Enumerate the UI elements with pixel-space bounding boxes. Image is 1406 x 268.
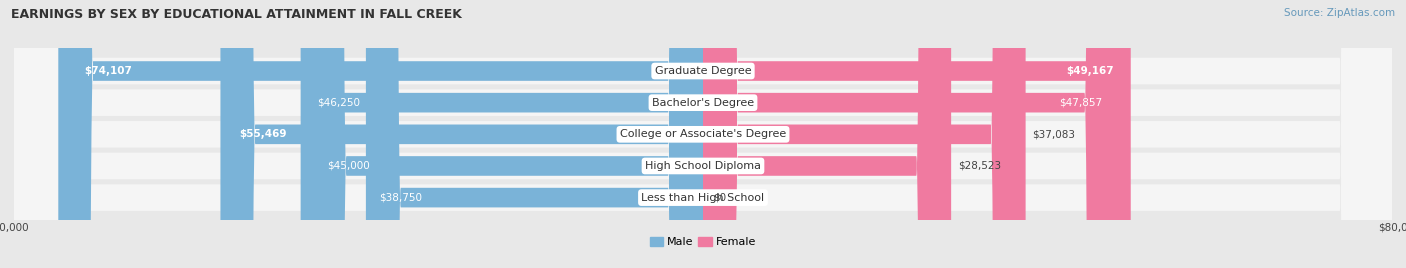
- FancyBboxPatch shape: [14, 0, 1392, 268]
- Text: Source: ZipAtlas.com: Source: ZipAtlas.com: [1284, 8, 1395, 18]
- FancyBboxPatch shape: [366, 0, 703, 268]
- Text: $55,469: $55,469: [240, 129, 287, 139]
- Legend: Male, Female: Male, Female: [645, 233, 761, 252]
- Text: Bachelor's Degree: Bachelor's Degree: [652, 98, 754, 108]
- Text: $0: $0: [713, 193, 727, 203]
- FancyBboxPatch shape: [703, 0, 1025, 268]
- Text: $46,250: $46,250: [316, 98, 360, 108]
- Text: Graduate Degree: Graduate Degree: [655, 66, 751, 76]
- FancyBboxPatch shape: [58, 0, 703, 268]
- Text: $38,750: $38,750: [380, 193, 422, 203]
- Text: $45,000: $45,000: [328, 161, 370, 171]
- Text: $49,167: $49,167: [1066, 66, 1114, 76]
- Text: $37,083: $37,083: [1032, 129, 1076, 139]
- FancyBboxPatch shape: [703, 0, 1119, 268]
- Text: Less than High School: Less than High School: [641, 193, 765, 203]
- Text: EARNINGS BY SEX BY EDUCATIONAL ATTAINMENT IN FALL CREEK: EARNINGS BY SEX BY EDUCATIONAL ATTAINMEN…: [11, 8, 463, 21]
- FancyBboxPatch shape: [703, 0, 1130, 268]
- FancyBboxPatch shape: [301, 0, 703, 268]
- FancyBboxPatch shape: [14, 0, 1392, 268]
- Text: High School Diploma: High School Diploma: [645, 161, 761, 171]
- FancyBboxPatch shape: [221, 0, 703, 268]
- Text: $47,857: $47,857: [1060, 98, 1102, 108]
- FancyBboxPatch shape: [312, 0, 703, 268]
- FancyBboxPatch shape: [14, 0, 1392, 268]
- FancyBboxPatch shape: [14, 0, 1392, 268]
- FancyBboxPatch shape: [703, 0, 950, 268]
- FancyBboxPatch shape: [14, 0, 1392, 268]
- Text: College or Associate's Degree: College or Associate's Degree: [620, 129, 786, 139]
- Text: $28,523: $28,523: [957, 161, 1001, 171]
- Text: $74,107: $74,107: [84, 66, 132, 76]
